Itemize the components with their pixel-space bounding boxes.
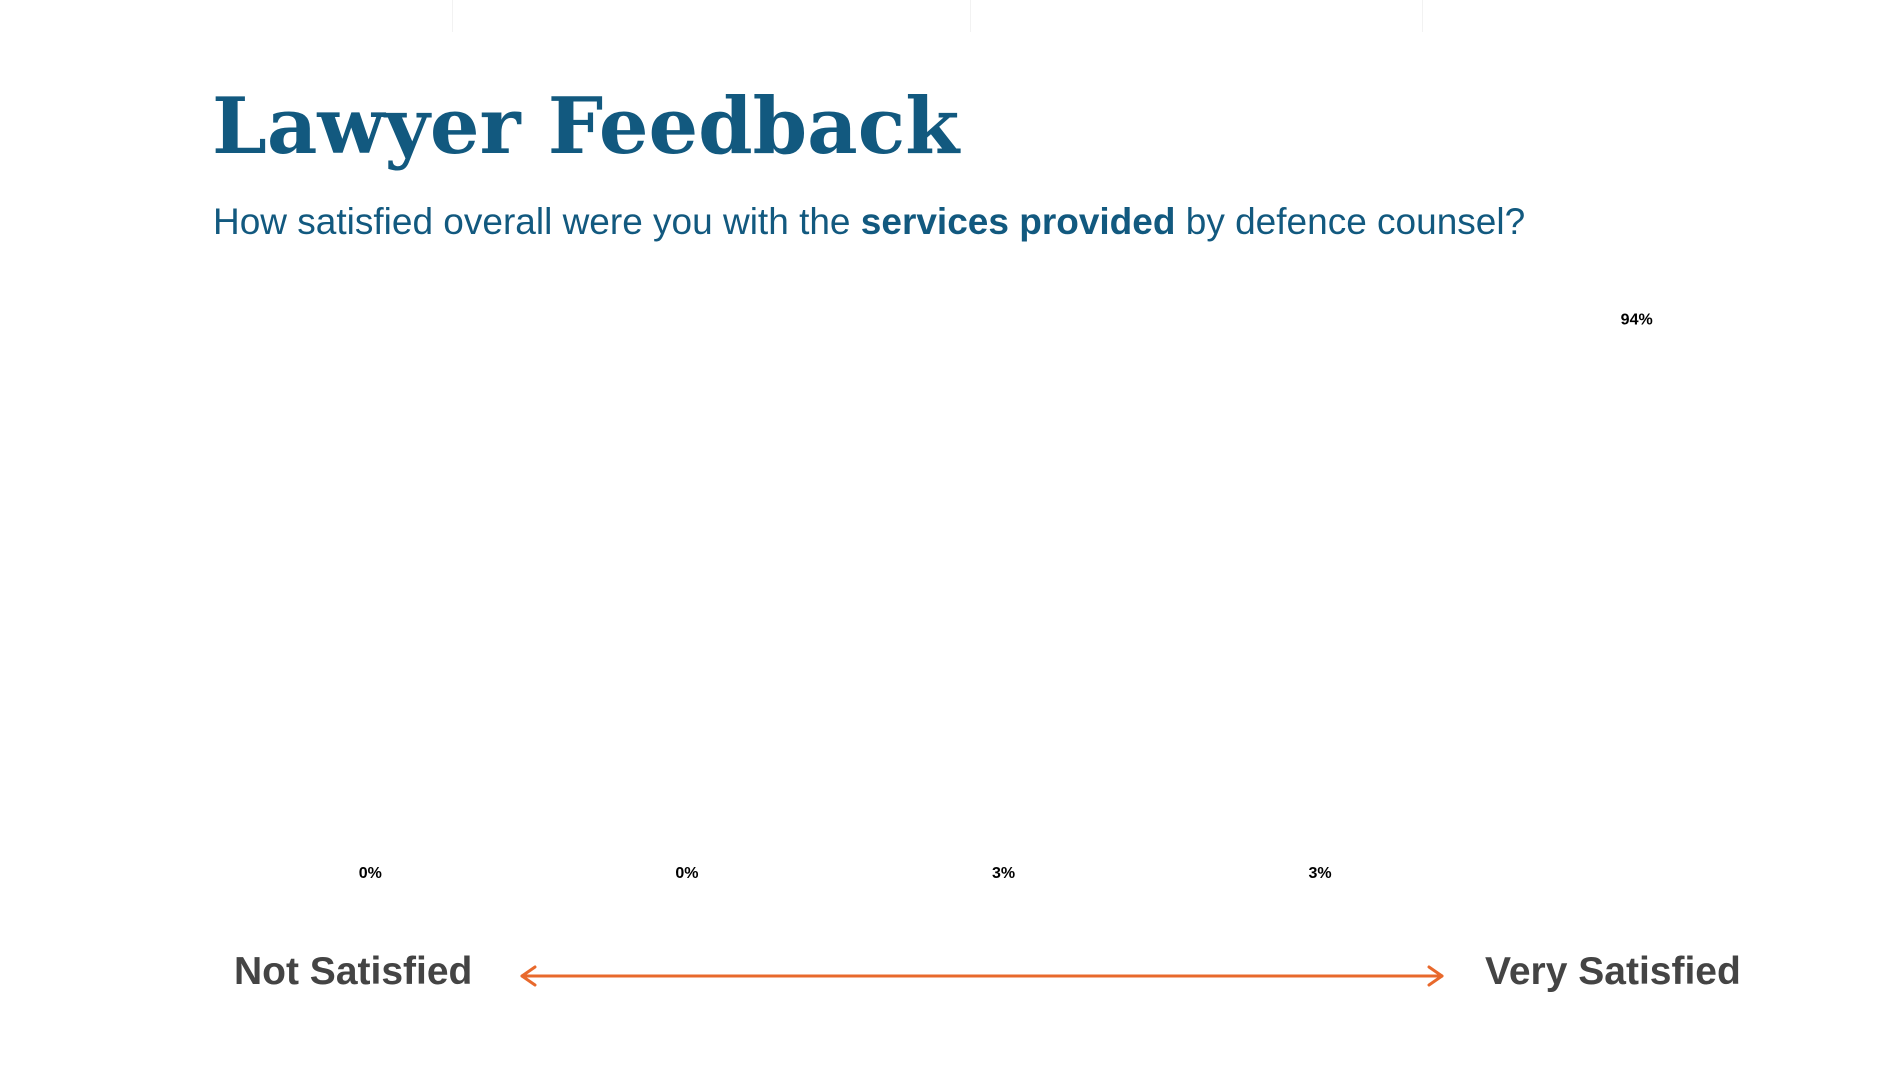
- data-label-2: 0%: [675, 865, 698, 882]
- top-strip: [0, 0, 1900, 32]
- data-label-3: 3%: [992, 865, 1015, 882]
- data-label-5: 94%: [1621, 312, 1653, 329]
- data-label-1: 0%: [359, 865, 382, 882]
- top-strip-divider: [970, 0, 971, 32]
- bar-5: [1522, 336, 1751, 911]
- scale-label-very-satisfied: Very Satisfied: [1485, 950, 1741, 993]
- top-strip-divider: [452, 0, 453, 32]
- question-text-start: How satisfied overall were you with the: [213, 201, 861, 242]
- question-text-end: by defence counsel?: [1175, 201, 1526, 242]
- scale-label-not-satisfied: Not Satisfied: [234, 950, 473, 993]
- data-label-4: 3%: [1309, 865, 1332, 882]
- page-title: Lawyer Feedback: [212, 81, 960, 172]
- chart-question: How satisfied overall were you with the …: [213, 200, 1525, 244]
- bar-3: [889, 891, 1118, 910]
- bar-4: [1206, 891, 1435, 910]
- top-strip-divider: [1422, 0, 1423, 32]
- question-emphasis: services provided: [860, 201, 1176, 242]
